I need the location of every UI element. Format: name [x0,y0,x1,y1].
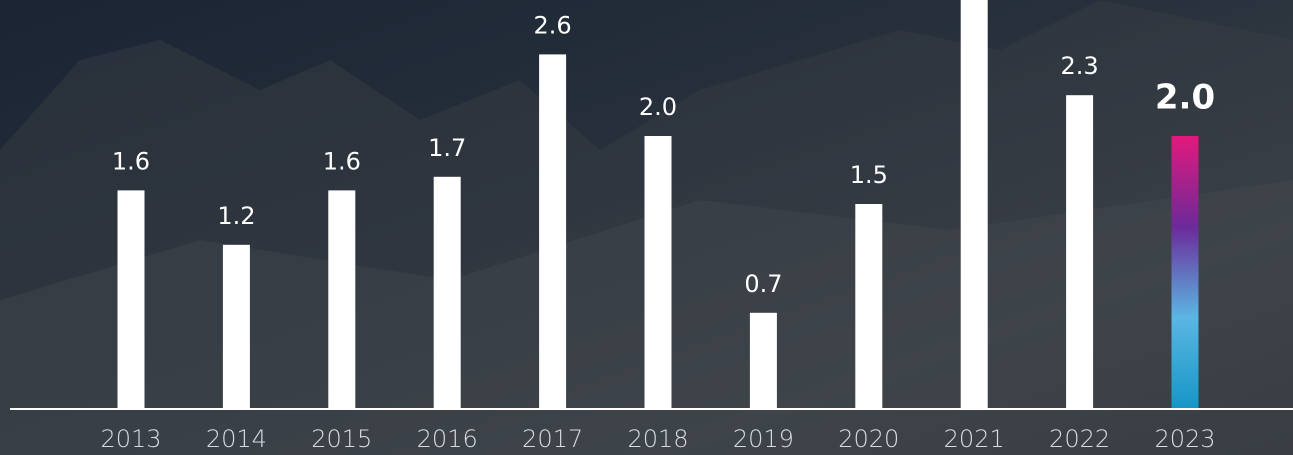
x-tick-label: 2020 [838,425,899,453]
bar [117,190,145,408]
x-tick-label: 2017 [522,425,583,453]
value-label: 2.6 [534,11,572,39]
value-label: 2.0 [1155,78,1215,118]
bar [539,54,567,409]
bar [749,312,777,408]
value-label: 1.7 [428,134,466,162]
value-label: 1.6 [112,147,150,175]
x-tick-label: 2023 [1154,425,1215,453]
x-tick-label: 2016 [417,425,478,453]
value-label: 0.7 [744,270,782,298]
value-label: 1.6 [323,147,361,175]
bar [644,136,672,408]
bar [1066,95,1094,408]
value-label: 1.2 [217,202,255,230]
bar [328,190,356,408]
x-tick-label: 2021 [944,425,1005,453]
x-tick-label: 2015 [311,425,372,453]
bar [222,244,250,408]
bar [960,0,988,409]
x-tick-label: 2022 [1049,425,1110,453]
bar [433,176,461,408]
x-tick-label: 2019 [733,425,794,453]
bar [1171,136,1199,408]
value-label: 2.3 [1061,52,1099,80]
value-label: 1.5 [850,161,888,189]
value-label: 2.0 [639,93,677,121]
bars [117,0,1199,409]
bar [855,204,883,408]
x-tick-label: 2018 [627,425,688,453]
x-tick-label: 2014 [206,425,267,453]
x-tick-label: 2013 [100,425,161,453]
